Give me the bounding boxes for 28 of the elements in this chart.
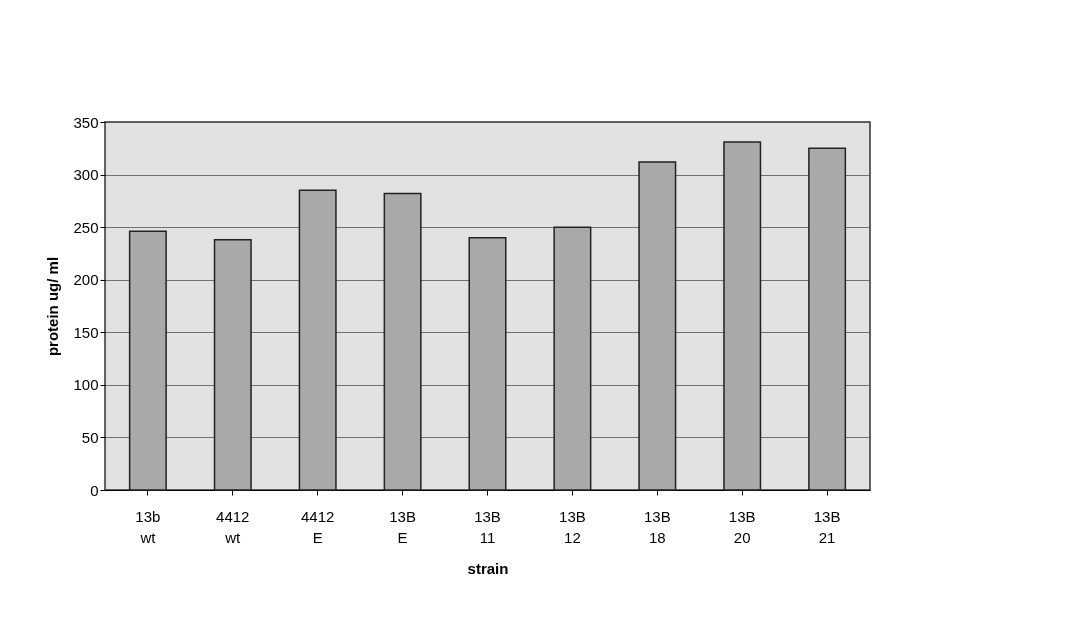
bar [553,226,592,491]
x-tick-label: 13B 21 [813,507,841,546]
bar [723,141,762,491]
bar [808,147,847,491]
y-tick-label: 50 [81,428,99,446]
x-tick-label: 4412 E [301,507,335,546]
x-tick-label: 13B 20 [728,507,756,546]
bar [383,192,422,491]
x-tick-label: 13b wt [135,507,161,546]
bar [468,236,507,491]
y-tick-label: 300 [73,166,99,184]
y-tick-label: 250 [73,218,99,236]
y-tick-label: 200 [73,271,99,289]
x-tick-label: 4412 wt [216,507,250,546]
y-tick-label: 0 [90,481,99,499]
x-tick-label: 13B E [389,507,416,546]
bar [298,189,337,491]
x-tick-label: 13B 12 [559,507,586,546]
y-tick-label: 100 [73,376,99,394]
y-tick-label: 350 [73,113,99,131]
bar [213,239,252,491]
y-axis-title: protein ug/ ml [44,256,62,357]
y-tick-label: 150 [73,323,99,341]
x-axis-title: strain [467,559,509,577]
bar [638,161,677,491]
bar [128,230,167,491]
x-tick-label: 13B 18 [643,507,671,546]
x-tick-label: 13B 11 [474,507,501,546]
